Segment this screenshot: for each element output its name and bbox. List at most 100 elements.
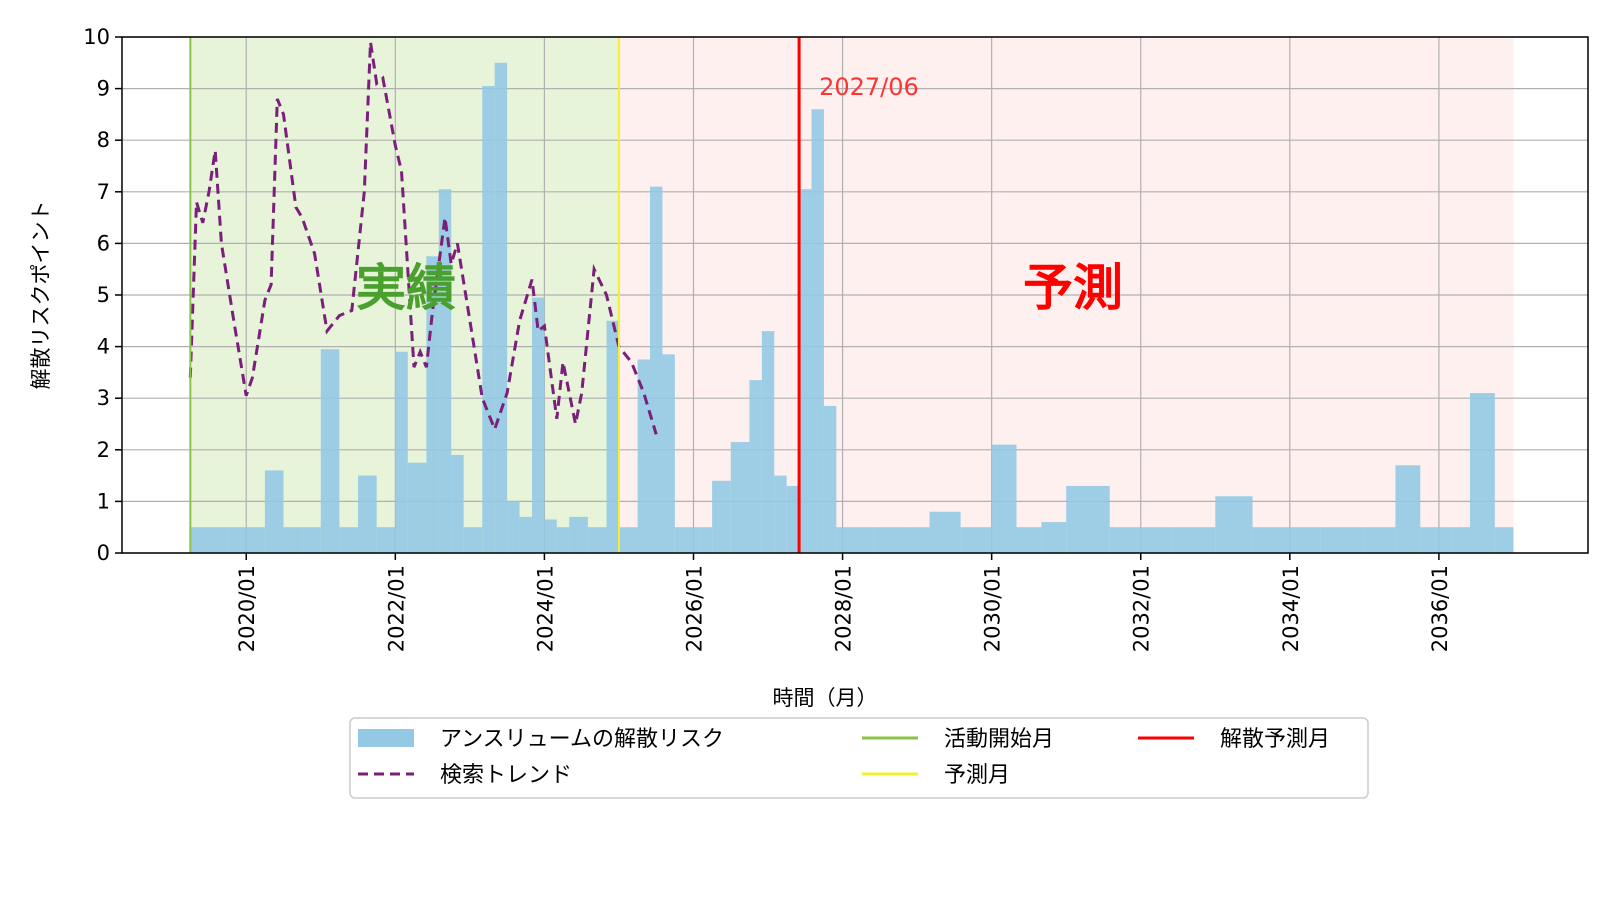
- legend-swatch: [358, 729, 414, 747]
- risk-bar: [1109, 527, 1172, 553]
- risk-bar: [1041, 522, 1067, 553]
- legend-label: アンスリュームの解散リスク: [440, 727, 724, 752]
- risk-bar: [761, 331, 775, 553]
- risk-bar: [302, 527, 321, 553]
- x-tick-label: 2020/01: [235, 565, 259, 652]
- y-tick-label: 9: [97, 77, 110, 101]
- risk-bar: [712, 480, 731, 553]
- risk-bar: [650, 186, 663, 553]
- y-tick-label: 2: [97, 438, 110, 462]
- risk-bar: [264, 470, 284, 553]
- risk-bar: [929, 511, 961, 553]
- x-tick-label: 2030/01: [981, 565, 1005, 652]
- legend-box: [349, 717, 1369, 799]
- risk-bar: [749, 380, 762, 553]
- risk-bar: [606, 320, 619, 553]
- risk-bar: [190, 527, 209, 553]
- risk-bar: [395, 351, 408, 553]
- risk-bar: [320, 349, 340, 553]
- risk-bar: [1364, 527, 1396, 553]
- risk-bar: [836, 527, 874, 553]
- risk-bar: [799, 189, 812, 553]
- risk-bar: [438, 189, 452, 553]
- event-lines: [189, 37, 801, 553]
- legend-label: 活動開始月: [944, 727, 1054, 752]
- region-labels: 実績 予測 2027/06: [356, 73, 1123, 317]
- risk-bar: [494, 62, 508, 554]
- risk-bar: [1066, 485, 1110, 553]
- risk-bar: [208, 527, 228, 553]
- risk-bar: [569, 516, 588, 553]
- risk-bar: [451, 454, 464, 553]
- y-tick-label: 0: [97, 541, 110, 565]
- risk-bar: [730, 442, 750, 553]
- risk-bar: [587, 527, 607, 553]
- risk-bar: [482, 86, 495, 554]
- x-tick-label: 2032/01: [1130, 565, 1154, 652]
- risk-bar: [960, 527, 992, 553]
- risk-bar: [637, 359, 651, 553]
- risk-bar: [1420, 527, 1452, 553]
- risk-bar: [823, 405, 837, 553]
- y-tick-label: 4: [97, 335, 110, 359]
- x-axis-label: 時間（月）: [773, 686, 878, 710]
- risk-bar: [507, 501, 520, 553]
- risk-bar: [339, 527, 359, 553]
- risk-bar: [991, 444, 1017, 553]
- risk-bar: [407, 462, 427, 553]
- search-trend-line: [188, 41, 658, 435]
- risk-bars: [190, 62, 1514, 554]
- risk-bar: [662, 354, 675, 553]
- risk-bar: [618, 527, 638, 553]
- risk-bar: [774, 475, 787, 553]
- legend-label: 予測月: [944, 763, 1010, 788]
- risk-bar: [1016, 527, 1042, 553]
- y-tick-label: 5: [97, 283, 110, 307]
- y-tick-label: 7: [97, 180, 110, 204]
- risk-bar: [519, 516, 532, 553]
- y-axis: 0 1 2 3 4 5 6 7 8 9 10: [83, 25, 122, 565]
- y-axis-label: 解散リスクポイント: [29, 201, 53, 390]
- risk-bar: [1320, 527, 1365, 553]
- risk-bar: [544, 519, 557, 553]
- y-tick-label: 1: [97, 489, 110, 513]
- x-tick-label: 2034/01: [1279, 565, 1303, 652]
- x-tick-label: 2024/01: [533, 565, 557, 652]
- risk-bar: [556, 527, 570, 553]
- y-tick-label: 8: [97, 128, 110, 152]
- risk-bar: [531, 297, 545, 553]
- annotation-label: 2027/06: [819, 73, 919, 101]
- risk-bar: [811, 109, 824, 554]
- risk-bar: [1395, 465, 1421, 553]
- risk-bar: [873, 527, 911, 553]
- risk-bar: [699, 527, 713, 553]
- y-tick-label: 10: [83, 25, 110, 49]
- x-axis: 2020/01 2022/01 2024/01 2026/01 2028/01 2030/…: [235, 553, 1452, 652]
- risk-bar: [426, 256, 439, 553]
- risk-bar: [283, 527, 303, 553]
- risk-bar: [674, 527, 700, 553]
- risk-bar: [1469, 393, 1495, 553]
- risk-bar: [786, 485, 800, 553]
- risk-bar: [1171, 527, 1216, 553]
- risk-bar: [463, 527, 483, 553]
- x-tick-label: 2028/01: [832, 565, 856, 652]
- search-trend-line-group: [188, 41, 658, 435]
- risk-bar: [910, 527, 930, 553]
- y-tick-label: 6: [97, 231, 110, 255]
- risk-bar: [376, 527, 396, 553]
- risk-bar: [227, 527, 247, 553]
- y-tick-label: 3: [97, 386, 110, 410]
- region-label-forecast: 予測: [1023, 259, 1123, 317]
- legend-label: 解散予測月: [1220, 727, 1330, 752]
- x-tick-label: 2022/01: [384, 565, 408, 652]
- risk-bar: [246, 527, 265, 553]
- region-label-actual: 実績: [356, 259, 456, 317]
- risk-bar: [1494, 527, 1514, 553]
- risk-bar: [1451, 527, 1470, 553]
- x-tick-label: 2036/01: [1428, 565, 1452, 652]
- risk-bar: [1215, 496, 1253, 553]
- legend-label: 検索トレンド: [440, 763, 572, 788]
